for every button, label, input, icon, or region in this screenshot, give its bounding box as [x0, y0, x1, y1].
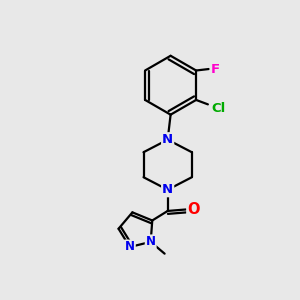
Text: N: N [162, 133, 173, 146]
Text: N: N [162, 183, 173, 196]
Text: Cl: Cl [211, 102, 225, 115]
Text: F: F [211, 62, 220, 76]
Text: N: N [146, 236, 156, 248]
Text: O: O [187, 202, 200, 217]
Text: N: N [125, 241, 135, 254]
